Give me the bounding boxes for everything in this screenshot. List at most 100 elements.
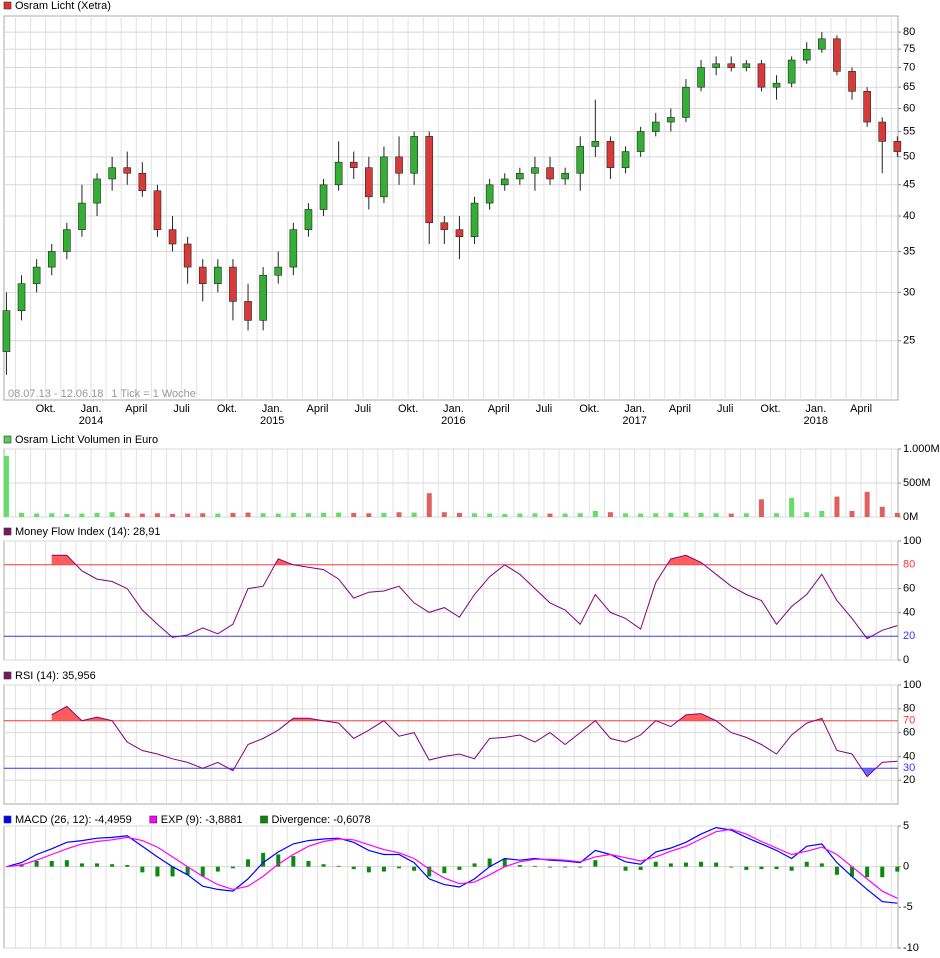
candle-body	[259, 274, 267, 321]
candle-body	[863, 91, 871, 123]
volume-bar	[215, 513, 221, 517]
x-tick-label: Jan.	[81, 403, 102, 415]
volume-bar	[472, 513, 478, 517]
y-tick-label: -5	[903, 901, 913, 913]
candle-body	[651, 121, 660, 132]
volume-bar	[396, 512, 402, 517]
divergence-bar	[110, 864, 115, 867]
candle-body	[878, 121, 887, 142]
candle-body	[153, 190, 162, 230]
x-tick-label: Okt.	[217, 403, 237, 415]
volume-bar	[804, 512, 810, 517]
volume-bar	[321, 512, 327, 517]
divergence-bar	[638, 866, 643, 870]
y-tick-label: 50	[903, 151, 915, 163]
candle-body	[319, 184, 328, 210]
y-tick-label: 1.000M	[903, 443, 940, 455]
divergence-bar	[472, 863, 477, 867]
volume-bar	[607, 512, 613, 517]
period-label: 08.07.13 - 12.06.18	[8, 388, 103, 400]
legend-label: Divergence: -0,6078	[272, 814, 371, 826]
volume-bar	[743, 513, 749, 517]
legend-label: EXP (9): -3,8881	[161, 814, 243, 826]
divergence-bar	[865, 866, 870, 878]
volume-bar	[275, 513, 281, 517]
panel-title: Osram Licht Volumen in Euro	[15, 434, 158, 446]
title-marker	[3, 671, 12, 680]
candle-body	[78, 202, 86, 230]
y-tick-label: 80	[903, 26, 915, 38]
candle-body	[289, 229, 298, 268]
candle-body	[410, 136, 418, 174]
divergence-bar	[246, 859, 251, 867]
y-tick-label: 20	[903, 774, 915, 786]
volume-bar	[638, 513, 644, 517]
volume-bar	[94, 512, 100, 517]
y-tick-label: 100	[903, 535, 921, 547]
candle-body	[757, 63, 766, 88]
divergence-bar	[578, 866, 583, 868]
panel-frame	[3, 825, 899, 949]
volume-bar	[728, 513, 734, 517]
candle-body	[214, 266, 222, 284]
candle-body	[500, 178, 509, 186]
volume-bar	[19, 512, 25, 517]
divergence-bar	[64, 860, 69, 867]
volume-bar	[381, 512, 387, 517]
year-label: 2016	[441, 415, 465, 427]
legend-label: MACD (26, 12): -4,4959	[15, 814, 132, 826]
year-label: 2018	[804, 415, 828, 427]
volume-bar	[894, 512, 900, 517]
panel-title: Osram Licht (Xetra)	[15, 0, 111, 12]
candle-body	[576, 146, 585, 174]
y-tick-label: 0	[903, 861, 909, 873]
volume-bar	[64, 513, 70, 517]
y-tick-label: 0	[903, 654, 909, 666]
candle-body	[591, 141, 600, 147]
divergence-bar	[412, 866, 417, 871]
volume-bar	[290, 512, 296, 517]
volume-bar	[683, 512, 689, 517]
volume-bar	[653, 513, 659, 517]
volume-bar	[562, 513, 568, 517]
volume-bar	[879, 506, 885, 517]
volume-bar	[336, 512, 342, 517]
volume-bar	[834, 496, 840, 517]
candle-body	[772, 82, 781, 88]
candle-body	[636, 131, 645, 152]
year-label: 2017	[622, 415, 646, 427]
x-tick-label: Juli	[536, 403, 553, 415]
divergence-bar	[502, 858, 507, 867]
divergence-bar	[668, 863, 673, 867]
candle-body	[334, 161, 343, 186]
volume-bar	[441, 512, 447, 517]
candle-body	[818, 38, 826, 50]
y-tick-label: 40	[903, 210, 915, 222]
candle-body	[682, 86, 690, 118]
divergence-bar	[744, 866, 749, 870]
volume-bar	[200, 513, 206, 517]
divergence-bar	[759, 866, 764, 870]
legend-marker	[3, 815, 12, 824]
x-tick-label: April	[669, 403, 691, 415]
y-tick-label: 45	[903, 179, 915, 191]
x-tick-label: Okt.	[760, 403, 780, 415]
divergence-bar	[261, 852, 266, 867]
x-tick-label: Jan.	[443, 403, 464, 415]
threshold-label: 80	[903, 559, 915, 571]
candle-body	[47, 251, 56, 268]
divergence-bar	[155, 866, 160, 877]
candle-body	[108, 167, 116, 180]
divergence-bar	[351, 866, 356, 870]
divergence-bar	[548, 866, 553, 868]
candle-body	[516, 172, 524, 180]
candle-body	[440, 222, 449, 230]
x-tick-label: Juli	[173, 403, 190, 415]
y-tick-label: 60	[903, 583, 915, 595]
candle-body	[667, 117, 675, 123]
volume-bar	[502, 513, 508, 517]
divergence-bar	[230, 866, 235, 869]
macd-line	[6, 826, 898, 904]
x-tick-label: April	[488, 403, 510, 415]
